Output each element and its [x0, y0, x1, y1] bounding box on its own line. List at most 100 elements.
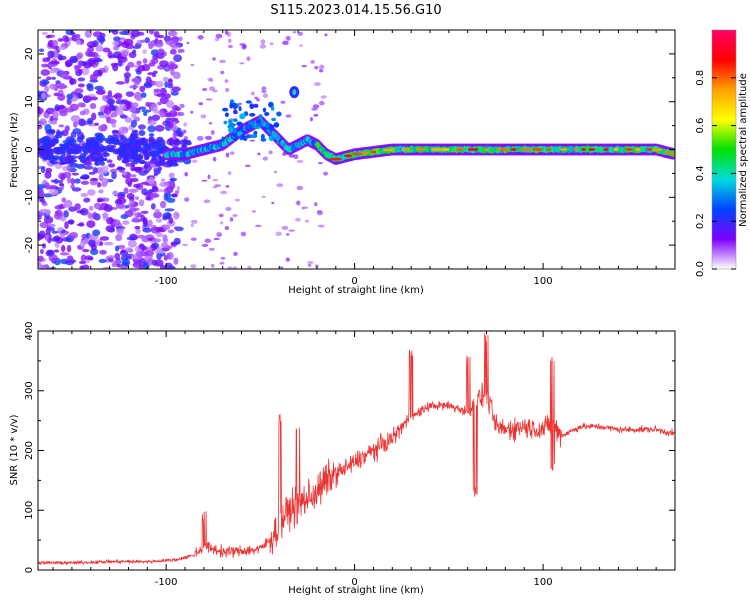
spectrogram-noise-blob — [125, 102, 132, 110]
spectrogram-core-blob — [87, 147, 95, 153]
spectrogram-noise-blob — [53, 249, 60, 253]
spectrogram-noise-blob — [136, 60, 142, 66]
spectrogram-feature-blob — [256, 119, 261, 125]
spectrogram-noise-blob — [122, 171, 128, 176]
spectrogram-noise-blob — [296, 159, 304, 164]
spectrogram-y-tick-label: -10 — [24, 189, 35, 205]
spectrogram-noise-blob — [301, 206, 305, 210]
spectrogram-noise-blob — [153, 211, 163, 219]
spectrogram-noise-blob — [106, 217, 114, 225]
spectrogram-noise-blob — [83, 197, 91, 203]
colorbar-ticks: 0.0 0.2 0.4 0.6 0.8 — [695, 70, 736, 277]
spectrogram-noise-blob — [227, 44, 233, 49]
spectrogram-noise-blob — [262, 156, 268, 161]
spectrogram-noise-blob — [154, 259, 164, 267]
spectrogram-noise-blob — [246, 56, 251, 62]
spectrogram-noise-blob — [208, 122, 213, 125]
spectrogram-noise-blob — [179, 49, 185, 53]
spectrogram-core-blob — [86, 141, 95, 148]
spectrogram-noise-blob — [314, 202, 318, 207]
spectrogram-hot-spot — [352, 152, 363, 156]
spectrogram-noise-blob — [92, 40, 99, 48]
spectrogram-noise-blob — [94, 122, 99, 126]
spectrogram-noise-blob — [138, 265, 145, 269]
spectrogram-noise-blob — [38, 191, 46, 197]
spectrogram-noise-blob — [307, 260, 314, 265]
spectrogram-core-blob — [96, 158, 107, 162]
spectrogram-noise-blob — [155, 80, 164, 88]
spectrogram-noise-blob — [57, 38, 64, 42]
spectrogram-hot-spot — [455, 148, 465, 151]
chart-title: S115.2023.014.15.56.G10 — [270, 3, 441, 18]
spectrogram-noise-blob — [299, 44, 304, 47]
spectrogram-hot-spot — [496, 148, 510, 151]
spectrogram-noise-blob — [80, 176, 87, 180]
spectrogram-x-ticks: -100 0 100 — [52, 30, 676, 287]
spectrogram-noise-blob — [285, 233, 290, 236]
spectrogram-noise-blob — [314, 66, 319, 70]
spectrogram-noise-blob — [229, 217, 234, 222]
spectrogram-feature-blob — [255, 122, 259, 128]
spectrogram-noise-blob — [118, 103, 128, 110]
spectrogram-noise-blob — [190, 63, 195, 67]
spectrogram-noise-blob — [78, 260, 86, 265]
spectrogram-noise-blob — [301, 64, 307, 68]
spectrogram-noise-blob — [141, 236, 151, 243]
spectrogram-core-blob — [86, 156, 91, 161]
spectrogram-noise-blob — [152, 185, 159, 193]
spectrogram-noise-blob — [58, 82, 65, 90]
spectrogram-noise-blob — [91, 112, 97, 121]
spectrogram-core-blob — [132, 157, 142, 163]
spectrogram-noise-blob — [61, 244, 66, 253]
spectrogram-noise-blob — [127, 61, 135, 68]
spectrogram-noise-blob — [85, 49, 94, 58]
spectrogram-noise-blob — [74, 65, 81, 72]
spectrogram-noise-blob — [42, 243, 47, 249]
spectrogram-noise-blob — [133, 207, 140, 211]
spectrogram-noise-blob — [148, 30, 155, 35]
spectrogram-noise-blob — [99, 241, 104, 246]
spectrogram-core-blob — [99, 161, 106, 166]
spectrogram-noise-blob — [77, 77, 86, 82]
spectrogram-noise-blob — [163, 187, 170, 194]
spectrogram-noise-blob — [87, 212, 92, 219]
spectrogram-noise-blob — [211, 263, 215, 268]
spectrogram-noise-blob — [64, 125, 70, 132]
spectrogram-noise-blob — [83, 165, 94, 170]
spectrogram-noise-blob — [173, 54, 183, 62]
spectrogram-noise-blob — [151, 259, 157, 266]
spectrogram-noise-blob — [190, 219, 198, 224]
spectrogram-hot-spot — [651, 148, 663, 152]
spectrogram-noise-blob — [275, 231, 283, 236]
spectrogram-core-blob — [178, 131, 184, 138]
snr-y-tick-label: 200 — [24, 441, 35, 460]
spectrogram-noise-blob — [257, 152, 261, 156]
spectrogram-noise-blob — [94, 58, 103, 63]
spectrogram-noise-blob — [92, 211, 98, 220]
spectrogram-noise-blob — [310, 60, 315, 64]
spectrogram-core-blob — [76, 145, 82, 152]
spectrogram-x-tick-label: 0 — [351, 276, 357, 287]
snr-y-axis-label: SNR (10 * v/v) — [9, 414, 20, 485]
spectrogram-noise-blob — [42, 202, 48, 207]
spectrogram-noise-blob — [69, 57, 78, 64]
spectrogram-noise-blob — [102, 212, 109, 219]
spectrogram-noise-blob — [201, 243, 209, 247]
spectrogram-y-tick-label: -20 — [24, 237, 35, 253]
spectrogram-noise-blob — [169, 62, 175, 70]
spectrogram-noise-blob — [227, 171, 232, 176]
spectrogram-noise-blob — [157, 101, 162, 106]
colorbar-tick-label: 0.0 — [695, 261, 706, 277]
spectrogram-noise-blob — [177, 111, 185, 117]
spectrogram-noise-blob — [138, 243, 145, 250]
spectrogram-feature-blob — [249, 103, 255, 110]
spectrogram-noise-blob — [61, 197, 67, 203]
spectrogram-noise-blob — [164, 93, 171, 99]
spectrogram-noise-blob — [83, 162, 93, 166]
spectrogram-feature-blob — [238, 106, 242, 112]
spectrogram-noise-blob — [220, 257, 226, 260]
spectrogram-noise-blob — [101, 165, 109, 174]
spectrogram-noise-blob — [119, 31, 130, 35]
spectrogram-hot-spot — [520, 148, 532, 151]
spectrogram-noise-blob — [220, 190, 228, 195]
